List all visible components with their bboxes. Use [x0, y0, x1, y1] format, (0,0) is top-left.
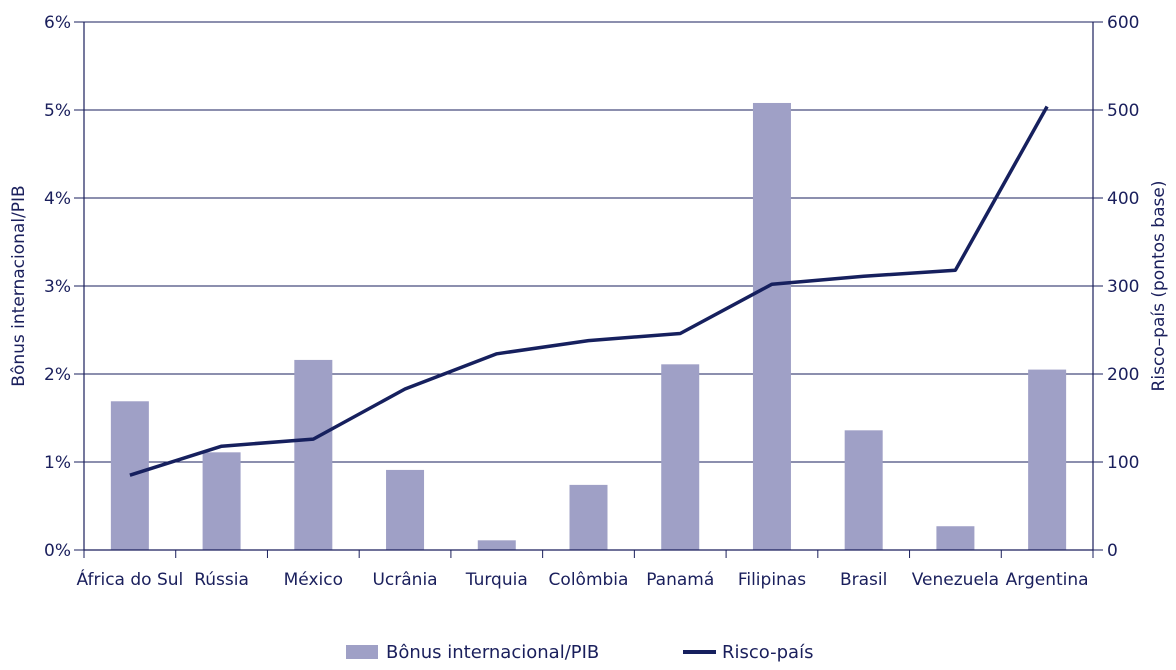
bar [752, 102, 791, 551]
x-tick-label: Filipinas [738, 570, 806, 590]
x-tick-label: México [284, 570, 343, 590]
tick-labels: 0% 0 1% 100 2% 200 3% 300 4% 400 5% 500 6% 600 África … [44, 13, 1139, 590]
legend-bar-label: Bônus internacional/PIB [386, 642, 599, 663]
y-tick-label-left: 6% [44, 13, 71, 33]
x-tick-label: Venezuela [912, 570, 999, 590]
y-tick-label-right: 0 [1107, 541, 1118, 561]
y-tick-label-left: 5% [44, 101, 71, 121]
gridlines [84, 21, 1093, 463]
y-tick-label-left: 4% [44, 189, 71, 209]
legend-bar-swatch [346, 645, 378, 659]
bar [110, 401, 149, 550]
y-tick-label-right: 300 [1107, 277, 1139, 297]
y-tick-label-right: 200 [1107, 365, 1139, 385]
bar [661, 364, 700, 550]
bar [294, 359, 333, 550]
x-tick-label: Panamá [646, 570, 714, 590]
bar [386, 469, 425, 550]
bar [569, 484, 608, 550]
x-tick-label: Rússia [194, 570, 249, 590]
bar [1028, 369, 1067, 550]
line-series [129, 105, 1049, 477]
risk-line [129, 105, 1049, 477]
x-tick-label: Turquia [465, 570, 528, 590]
y-tick-label-right: 400 [1107, 189, 1139, 209]
x-tick-label: Argentina [1006, 570, 1089, 590]
y-axis-title-left: Bônus internacional/PIB [9, 185, 29, 386]
y-tick-label-right: 100 [1107, 453, 1139, 473]
y-tick-label-left: 1% [44, 453, 71, 473]
y-tick-label-right: 500 [1107, 101, 1139, 121]
y-tick-label-left: 2% [44, 365, 71, 385]
bar [936, 526, 975, 550]
x-tick-label: Ucrânia [372, 570, 437, 590]
bar [844, 430, 883, 550]
y-axis-title-right: Risco–país (pontos base) [1149, 181, 1169, 392]
bar-series [110, 102, 1067, 551]
axes [74, 21, 1103, 558]
legend-line-label: Risco-país [722, 642, 813, 663]
x-tick-label: Colômbia [549, 570, 629, 590]
y-tick-label-left: 0% [44, 541, 71, 561]
y-tick-label-right: 600 [1107, 13, 1139, 33]
x-tick-label: Brasil [840, 570, 887, 590]
y-tick-label-left: 3% [44, 277, 71, 297]
bar [477, 540, 516, 550]
legend: Bônus internacional/PIB Risco-país [346, 642, 813, 663]
bar [202, 452, 241, 550]
x-tick-label: África do Sul [76, 568, 183, 590]
